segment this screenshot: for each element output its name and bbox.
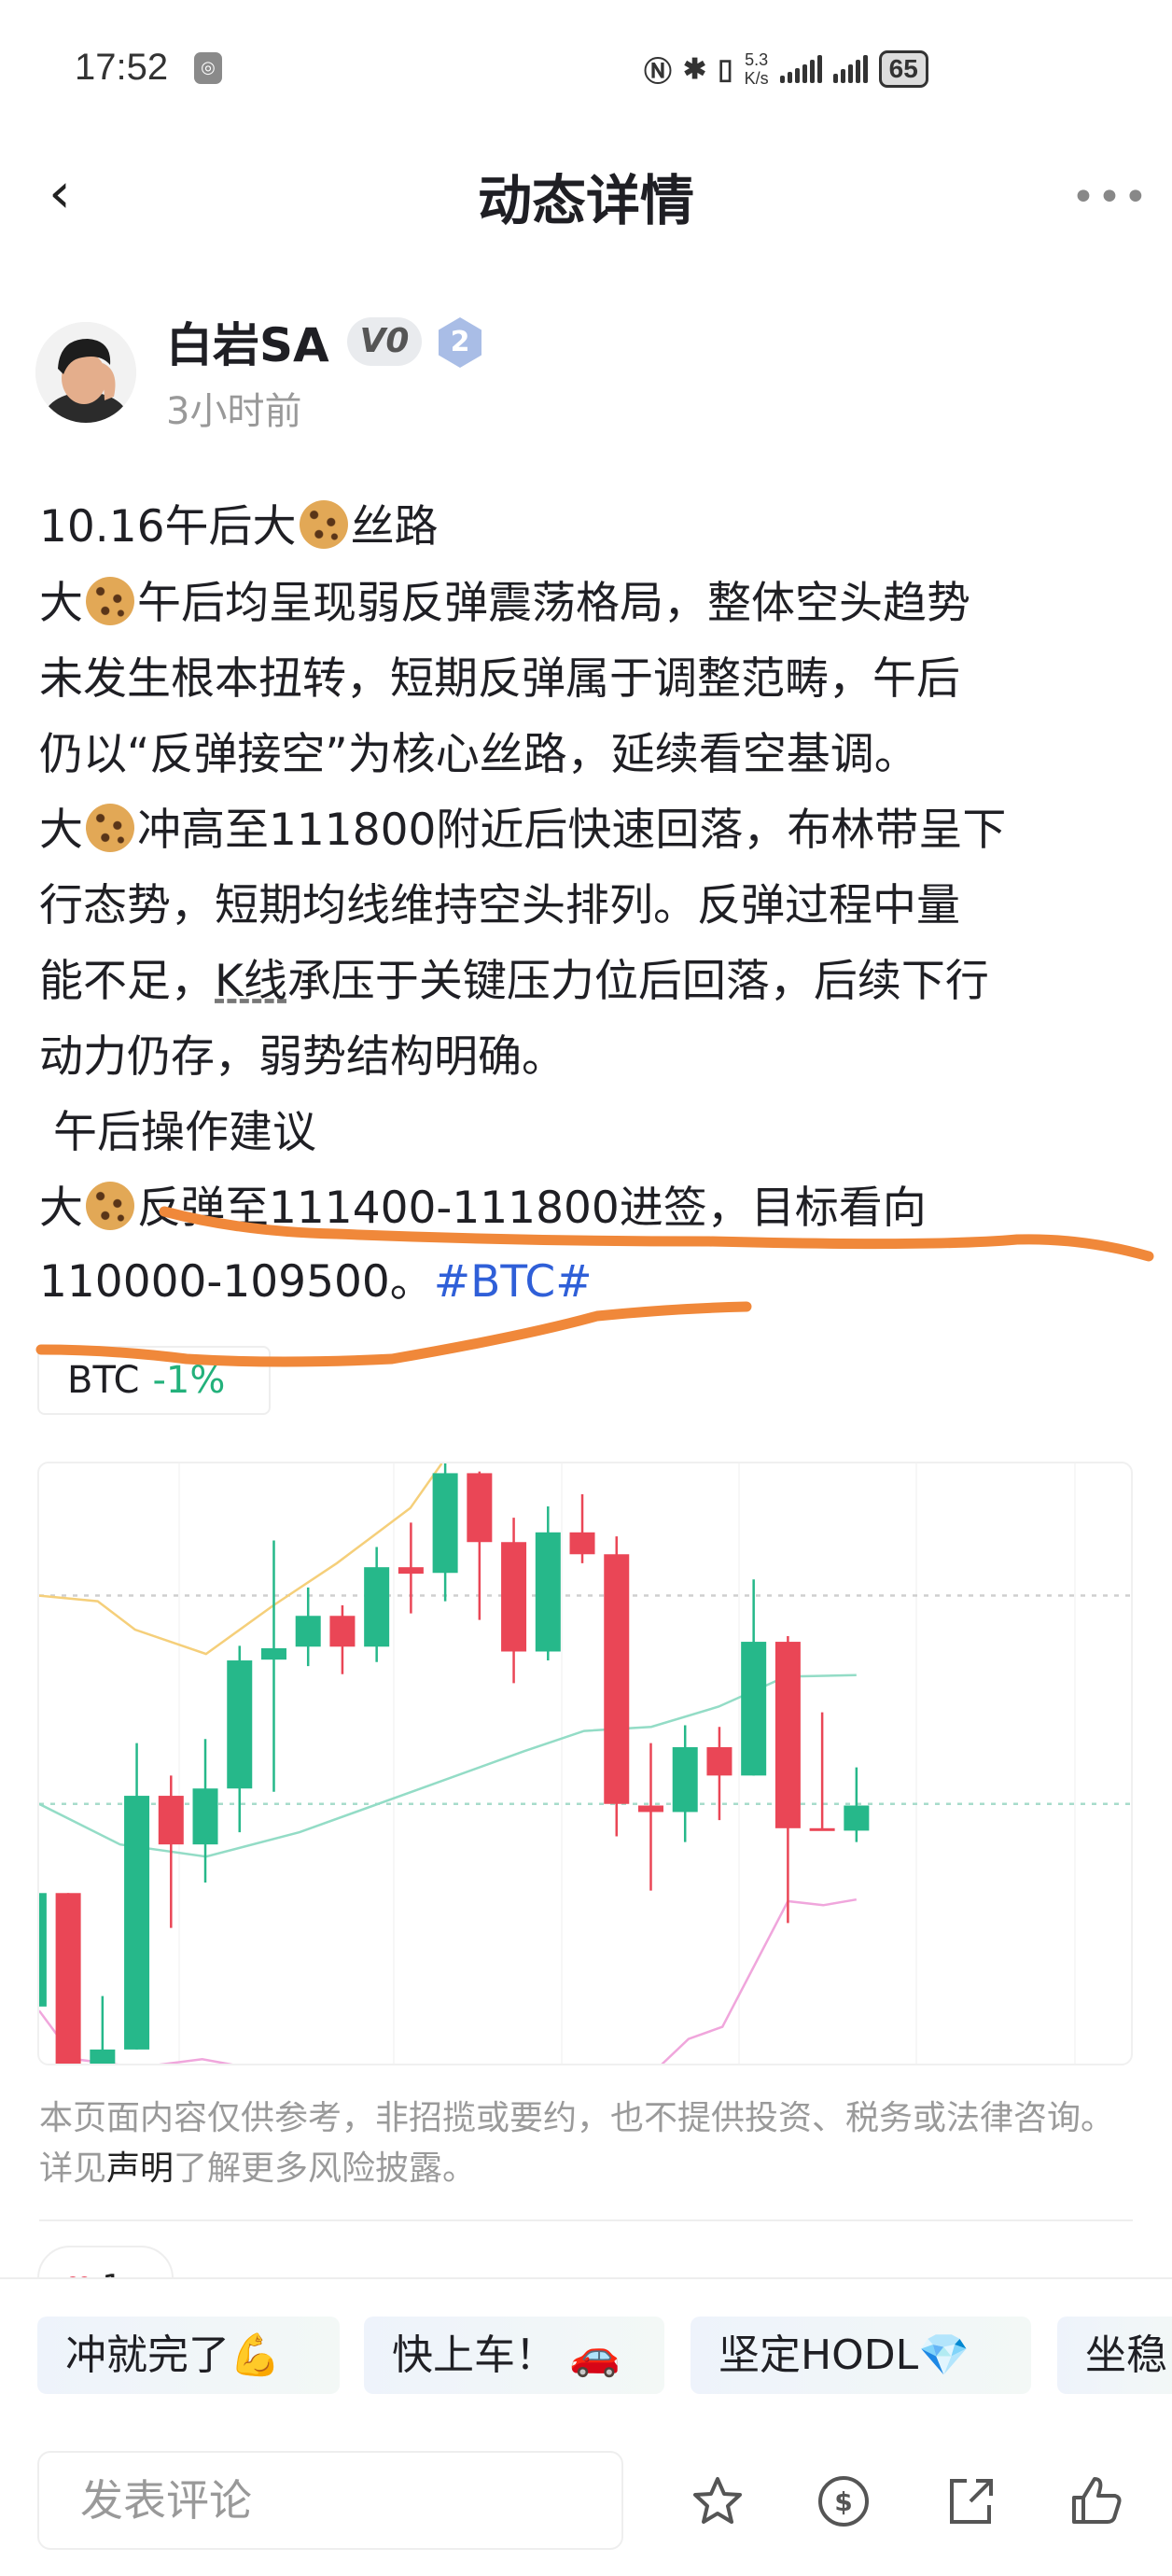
candle-body [364,1567,390,1647]
candle-body [637,1805,663,1813]
net-speed-unit: K/s [744,69,769,88]
post-line: 大 午后均呈现弱反弹震荡格局，整体空头趋势 [39,576,970,632]
post-line: 行态势，短期均线维持空头排列。反弹过程中量 [39,880,960,931]
hashtag-link[interactable]: #BTC# [433,1256,593,1308]
quick-reply-chip[interactable]: 坚定HODL💎 [691,2317,1031,2394]
text: 大 [39,1183,83,1234]
post-time: 3小时前 [166,390,302,433]
kline-chart-svg [39,1463,1131,2064]
text: 大 [39,578,83,629]
disclaimer: 本页面内容仅供参考，非招揽或要约，也不提供投资、税务或法律咨询。详见声明了解更多… [39,2093,1140,2194]
comment-input[interactable]: 发表评论 [37,2451,623,2550]
avatar[interactable] [35,322,136,423]
cookie-emoji-icon [86,804,134,852]
candle-body [774,1642,801,1828]
post-line: 午后操作建议 [39,1107,316,1158]
coin-tag[interactable]: BTC -1% [37,1346,271,1415]
candle-body [672,1746,698,1813]
lower-band-line [661,1897,858,2064]
text: 承压于关键压力位后回落，后续下行 [286,956,989,1007]
status-time: 17:52 [75,47,169,88]
coin-change: -1% [152,1359,226,1402]
quick-reply-chip[interactable]: 冲就完了💪 [37,2317,340,2394]
more-dots-icon: ••• [1071,174,1150,221]
post-line: 能不足，K线承压于关键压力位后回落，后续下行 [39,954,989,1010]
vip-badge: V0 [347,317,422,366]
kline-term-link[interactable]: K线 [215,956,287,1007]
quick-reply-chip[interactable]: 坐稳 [1057,2317,1172,2394]
star-icon[interactable] [690,2473,746,2529]
disclaimer-text: 本页面内容仅供参考，非招揽或要约，也不提供投资、税务或法律咨询。详见 [39,2099,1115,2188]
text: 110000-109500。 [39,1256,434,1308]
candle-body [260,1648,286,1660]
signal-icon [779,55,822,83]
thumbs-up-icon[interactable] [1068,2473,1124,2529]
candle-body [398,1567,424,1575]
statement-link[interactable]: 声明 [106,2149,174,2188]
cookie-emoji-icon [86,577,134,625]
post-line: 未发生根本扭转，短期反弹属于调整范畴，午后 [39,653,960,705]
vibrate-icon: ▯ [718,53,733,85]
candle-body [90,2049,116,2064]
text: 大 [39,805,83,856]
candle-body [158,1796,184,1845]
back-button[interactable]: ‹ [49,161,71,226]
candle-body [192,1788,218,1845]
upper-band-line [39,1463,443,1656]
text: 冲高至111800附近后快速回落，布林带呈下 [137,805,1007,856]
candle-body [329,1616,356,1647]
candle-body [809,1827,835,1831]
quick-reply-chip[interactable]: 快上车！ 🚗 [364,2317,664,2394]
text: 能不足， [39,956,215,1007]
battery-icon: 65 [878,50,928,88]
post-line: 动力仍存，弱势结构明确。 [39,1031,565,1083]
nfc-icon: Ⓝ [644,57,672,88]
post-line: 110000-109500。#BTC# [39,1254,593,1310]
svg-text:$: $ [834,2486,852,2517]
chevron-left-icon: ‹ [49,161,71,226]
post-line: 10.16午后大 丝路 [39,499,439,555]
coin-symbol: BTC [67,1359,140,1402]
post-line: 大 冲高至111800附近后快速回落，布林带呈下 [39,803,1006,859]
divider [39,2219,1133,2221]
candle-body [741,1642,767,1776]
candle-body [467,1473,493,1543]
candle-body [227,1660,253,1789]
candle-body [501,1542,527,1652]
text: 10.16午后大 [39,501,297,553]
signal-icon [832,55,868,83]
more-button[interactable]: ••• [1071,174,1150,221]
post-line: 大 反弹至111400-111800进签，目标看向 [39,1181,927,1237]
candle-body [535,1532,561,1652]
net-speed-value: 5.3 [745,50,769,69]
candle-body [295,1616,321,1647]
candle-body [432,1473,458,1574]
text: 丝路 [350,501,439,553]
text: 午后均呈现弱反弹震荡格局，整体空头趋势 [137,578,970,629]
cookie-emoji-icon [86,1182,134,1230]
coin-icon[interactable]: $ [816,2473,872,2529]
share-icon[interactable] [942,2473,998,2529]
disclaimer-text: 了解更多风险披露。 [174,2149,477,2188]
net-speed: 5.3 K/s [745,50,769,88]
candle-body [604,1554,630,1804]
author-name[interactable]: 白岩SA [166,318,329,372]
page-title: 动态详情 [477,169,694,232]
level-badge: 2 [439,317,481,368]
cookie-emoji-icon [299,500,348,549]
post-line: 仍以“反弹接空”为核心丝路，延续看空基调。 [39,729,918,780]
candle-body [124,1796,150,2050]
text: 反弹至111400-111800进签，目标看向 [137,1183,927,1234]
status-icons: Ⓝ ✱ ▯ 5.3 K/s 65 [644,43,928,95]
candle-body [706,1746,732,1776]
candle-body [844,1805,870,1831]
candle-body [55,1893,81,2064]
kline-chart[interactable] [37,1462,1133,2065]
bluetooth-icon: ✱ [683,53,707,85]
candle-body [39,1893,47,2007]
app-notification-icon: ◎ [194,52,222,84]
candle-body [569,1532,595,1555]
